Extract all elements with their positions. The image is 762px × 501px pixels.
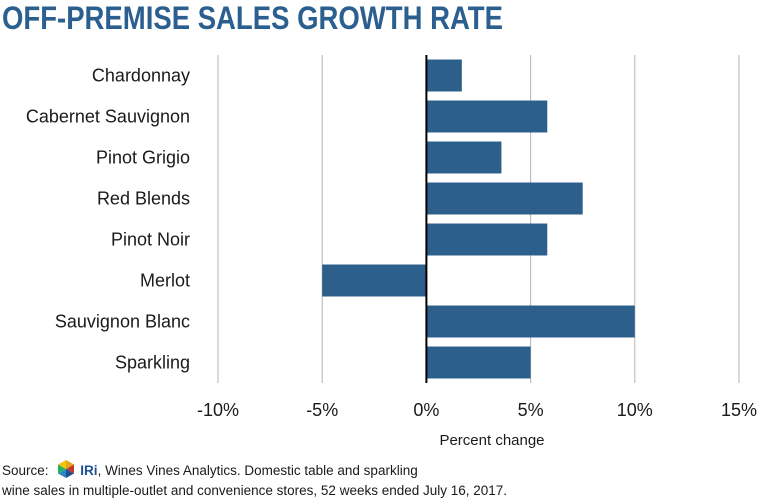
category-label: Chardonnay [92,66,190,86]
bar-chardonnay [426,59,462,92]
x-axis-title: Percent change [439,432,544,449]
x-tick-label: -10% [197,400,239,420]
bar-chart: Chardonnay Cabernet Sauvignon Pinot Grigio… [26,55,757,449]
category-label: Sauvignon Blanc [55,312,190,332]
x-tick-label: 0% [413,400,439,420]
bar-pinot-noir [426,223,548,256]
x-tick-label: 5% [518,400,544,420]
bar-cabernet-sauvignon [426,100,548,133]
bar-merlot [322,264,427,297]
bars [322,59,635,379]
category-label: Pinot Grigio [96,148,190,168]
source-line1: , Wines Vines Analytics. Domestic table … [97,463,418,478]
category-label: Sparkling [115,353,190,373]
bar-red-blends [426,182,583,215]
category-label: Red Blends [97,189,190,209]
x-tick-label: -5% [306,400,338,420]
x-tick-labels: -10% -5% 0% 5% 10% 15% [197,400,757,420]
bar-sauvignon-blanc [426,305,635,338]
category-labels: Chardonnay Cabernet Sauvignon Pinot Grigio… [26,66,190,373]
chart-title: OFF-PREMISE SALES GROWTH RATE [2,0,503,36]
x-tick-label: 15% [721,400,757,420]
bar-pinot-grigio [426,141,502,174]
category-label: Cabernet Sauvignon [26,107,190,127]
category-label: Merlot [140,271,190,291]
category-label: Pinot Noir [111,230,190,250]
source-note: Source: IRi, Wines Vines Analytics. Dome… [2,459,752,501]
x-tick-label: 10% [617,400,653,420]
iri-logo-icon [58,460,75,478]
source-prefix: Source: [2,463,49,478]
source-line2: wine sales in multiple-outlet and conven… [2,483,508,498]
bar-sparkling [426,346,531,379]
iri-logo-text: IRi [80,463,98,478]
